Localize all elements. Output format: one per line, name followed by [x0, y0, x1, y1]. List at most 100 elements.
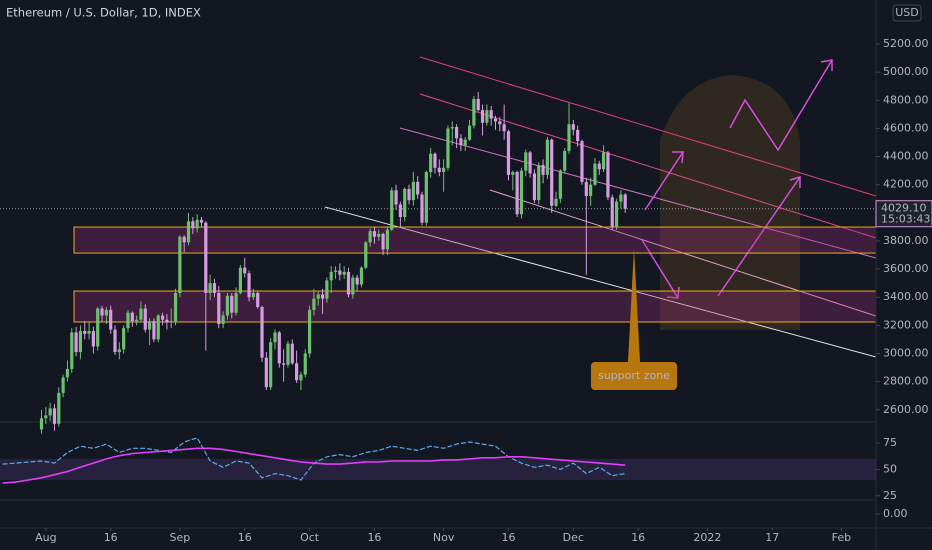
candle-body — [52, 408, 57, 424]
candle-body — [217, 293, 221, 324]
candle-body — [251, 293, 255, 298]
candle-body — [567, 124, 571, 151]
candle-body — [619, 194, 623, 202]
candle-body — [57, 392, 61, 424]
candle-body — [463, 139, 467, 146]
annotation-box — [591, 362, 677, 390]
candle-body — [74, 332, 78, 353]
candle-body — [528, 152, 532, 174]
candle-body — [545, 139, 549, 175]
arrow-head — [789, 175, 801, 188]
y-tick-label: 3800.00 — [883, 234, 929, 247]
candle-body — [407, 188, 411, 201]
y-tick-label: 4800.00 — [883, 93, 929, 106]
candle-body — [589, 184, 593, 196]
candle-body — [541, 165, 545, 175]
y-tick-label: 2800.00 — [883, 375, 929, 388]
currency-button[interactable] — [892, 4, 922, 22]
candle-body — [524, 152, 528, 171]
x-tick-label: Aug — [35, 531, 56, 544]
candle-body — [442, 167, 446, 173]
candle-body — [139, 308, 143, 320]
candle-body — [247, 273, 251, 298]
candle-body — [325, 280, 329, 299]
candle-body — [178, 236, 182, 294]
candle-body — [610, 197, 614, 227]
candle-body — [511, 172, 515, 175]
candle-body — [109, 309, 113, 330]
last-price-label: 4029.10 — [881, 202, 927, 215]
x-tick-label: 2022 — [693, 531, 721, 544]
candle-body — [87, 330, 91, 334]
candle-body — [169, 321, 173, 323]
candle-body — [329, 271, 333, 281]
candle-body — [160, 315, 165, 320]
candle-body — [398, 204, 402, 218]
candle-body — [204, 222, 208, 294]
candle-body — [364, 242, 368, 268]
candle-body — [303, 353, 307, 375]
candle-body — [593, 163, 597, 185]
x-tick-label: Nov — [433, 531, 455, 544]
candle-body — [299, 374, 303, 381]
candle-body — [476, 98, 480, 111]
candle-body — [467, 125, 472, 140]
candle-body — [623, 194, 627, 209]
candle-body — [537, 165, 541, 201]
candle-body — [243, 267, 247, 274]
candle-body — [554, 198, 558, 206]
candle-body — [351, 277, 355, 295]
candle-body — [576, 129, 580, 142]
candle-body — [78, 330, 83, 353]
candle-body — [44, 415, 48, 419]
candle-body — [558, 170, 562, 199]
candle-body — [602, 152, 606, 170]
candle-body — [320, 294, 325, 299]
candle-body — [282, 363, 286, 365]
x-tick-label: 16 — [238, 531, 252, 544]
candle-body — [212, 283, 217, 294]
annotation: support zone — [598, 369, 670, 382]
zone — [73, 226, 877, 254]
candle-body — [403, 188, 407, 218]
x-tick-label: Oct — [300, 531, 320, 544]
candle-body — [152, 321, 156, 340]
channel-line — [399, 127, 877, 259]
candle-body — [532, 173, 537, 201]
annotation-pointer — [628, 248, 640, 362]
candle-body — [264, 357, 268, 388]
x-tick-label: Dec — [563, 531, 584, 544]
candle-body — [433, 153, 437, 168]
candle-body — [493, 118, 498, 122]
y-tick-label: 75 — [883, 436, 897, 449]
candle-body — [48, 408, 52, 416]
channel-line — [324, 206, 877, 358]
candle-body — [269, 342, 273, 388]
x-tick-label: 17 — [765, 531, 779, 544]
candle-body — [515, 172, 519, 215]
candle-body — [411, 181, 415, 201]
y-tick-label: 25 — [883, 489, 897, 502]
candle-body — [61, 377, 65, 393]
candle-body — [286, 343, 290, 365]
candle-body — [113, 329, 117, 353]
x-tick-label: 16 — [104, 531, 118, 544]
band — [0, 458, 876, 480]
candle-body — [498, 121, 502, 125]
candle-body — [230, 295, 234, 313]
candle-body — [385, 229, 390, 250]
candle-body — [312, 298, 316, 310]
y-tick-label: 3200.00 — [883, 318, 929, 331]
candle-body — [39, 418, 44, 430]
candle-body — [195, 219, 199, 229]
candle-body — [502, 124, 506, 132]
candle-body — [571, 124, 575, 130]
candle-body — [459, 138, 463, 146]
candle-body — [100, 308, 104, 316]
candle-body — [316, 294, 320, 299]
candle-body — [614, 201, 619, 227]
currency[interactable]: USD — [895, 6, 919, 19]
candle-body — [563, 150, 567, 171]
candle-body — [390, 190, 394, 230]
